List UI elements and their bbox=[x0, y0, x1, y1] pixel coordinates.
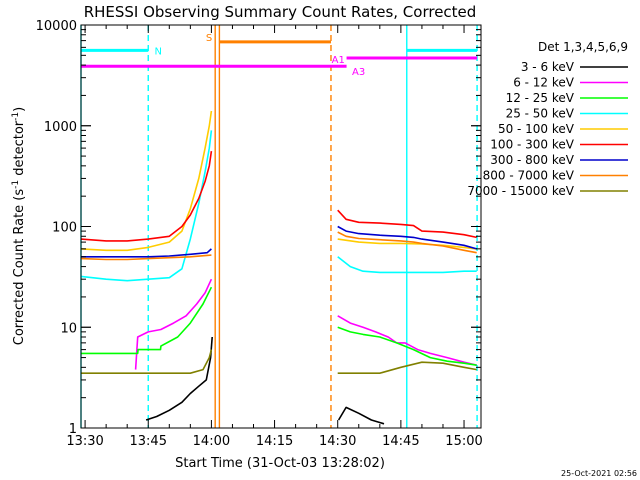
series-line bbox=[337, 406, 385, 425]
legend-label: 100 - 300 keV bbox=[490, 138, 574, 152]
series-line bbox=[81, 248, 212, 258]
series-line bbox=[81, 286, 213, 355]
series-line bbox=[134, 278, 213, 370]
x-tick-label: 14:15 bbox=[256, 434, 293, 449]
legend-label: 12 - 25 keV bbox=[506, 91, 575, 105]
x-tick-label: 14:45 bbox=[382, 434, 419, 449]
x-tick-label: 14:00 bbox=[193, 434, 230, 449]
series-line bbox=[80, 254, 212, 261]
flag-bar-label: A1 bbox=[332, 55, 345, 66]
legend-title: Det 1,3,4,5,6,9 bbox=[538, 40, 628, 54]
y-axis-label-sup2: -1 bbox=[11, 112, 21, 121]
legend-label: 300 - 800 keV bbox=[490, 153, 574, 167]
data-series bbox=[80, 110, 477, 425]
x-tick-label: 15:00 bbox=[445, 434, 482, 449]
y-axis-label-end: ) bbox=[12, 107, 27, 112]
flag-bar-label: S bbox=[206, 33, 212, 44]
y-tick-label: 10000 bbox=[36, 19, 77, 34]
legend-label: 25 - 50 keV bbox=[506, 107, 575, 121]
legend-label: 50 - 100 keV bbox=[498, 122, 575, 136]
chart-title: RHESSI Observing Summary Count Rates, Co… bbox=[84, 3, 477, 21]
series-line bbox=[337, 315, 477, 366]
series-line bbox=[145, 336, 213, 421]
y-tick-label: 1000 bbox=[44, 120, 77, 135]
legend-label: 3 - 6 keV bbox=[521, 60, 575, 74]
y-tick-label: 10 bbox=[60, 321, 77, 336]
y-axis-label: Corrected Count Rate (s-1 detector-1) bbox=[11, 107, 27, 345]
series-line bbox=[337, 256, 477, 274]
y-axis-label-main: Corrected Count Rate (s bbox=[12, 189, 27, 346]
series-line bbox=[80, 150, 213, 242]
mode-flag-bars: N S A1 A3 bbox=[81, 33, 478, 78]
x-tick-label: 13:30 bbox=[66, 434, 103, 449]
footer-timestamp: 25-Oct-2021 02:56 bbox=[561, 469, 637, 478]
y-tick-label: 100 bbox=[52, 221, 77, 236]
legend-label: 6 - 12 keV bbox=[513, 76, 575, 90]
time-markers bbox=[80, 25, 478, 428]
plot-frame bbox=[80, 24, 482, 429]
series-line bbox=[81, 349, 213, 374]
y-tick-label: 1 bbox=[69, 422, 77, 437]
legend-label: 7000 - 15000 keV bbox=[467, 184, 574, 198]
x-tick-label: 13:45 bbox=[130, 434, 167, 449]
series-line bbox=[80, 130, 213, 282]
series-line bbox=[337, 231, 477, 254]
y-axis-label-sup1: -1 bbox=[11, 180, 21, 189]
flag-bar-label: A3 bbox=[352, 67, 365, 78]
series-line bbox=[337, 209, 477, 239]
flag-bar-label: N bbox=[155, 46, 162, 57]
axes: 13:30 13:45 14:00 14:15 14:30 14:45 15:00 1 10 10… bbox=[36, 19, 483, 449]
series-line bbox=[337, 238, 477, 250]
series-line bbox=[337, 326, 477, 366]
series-line bbox=[337, 225, 477, 250]
legend-label: 800 - 7000 keV bbox=[483, 169, 575, 183]
y-axis-label-mid: detector bbox=[12, 120, 27, 180]
x-tick-label: 14:30 bbox=[319, 434, 356, 449]
x-axis-label: Start Time (31-Oct-03 13:28:02) bbox=[175, 456, 385, 471]
series-line bbox=[80, 110, 213, 252]
series-line bbox=[337, 361, 477, 374]
